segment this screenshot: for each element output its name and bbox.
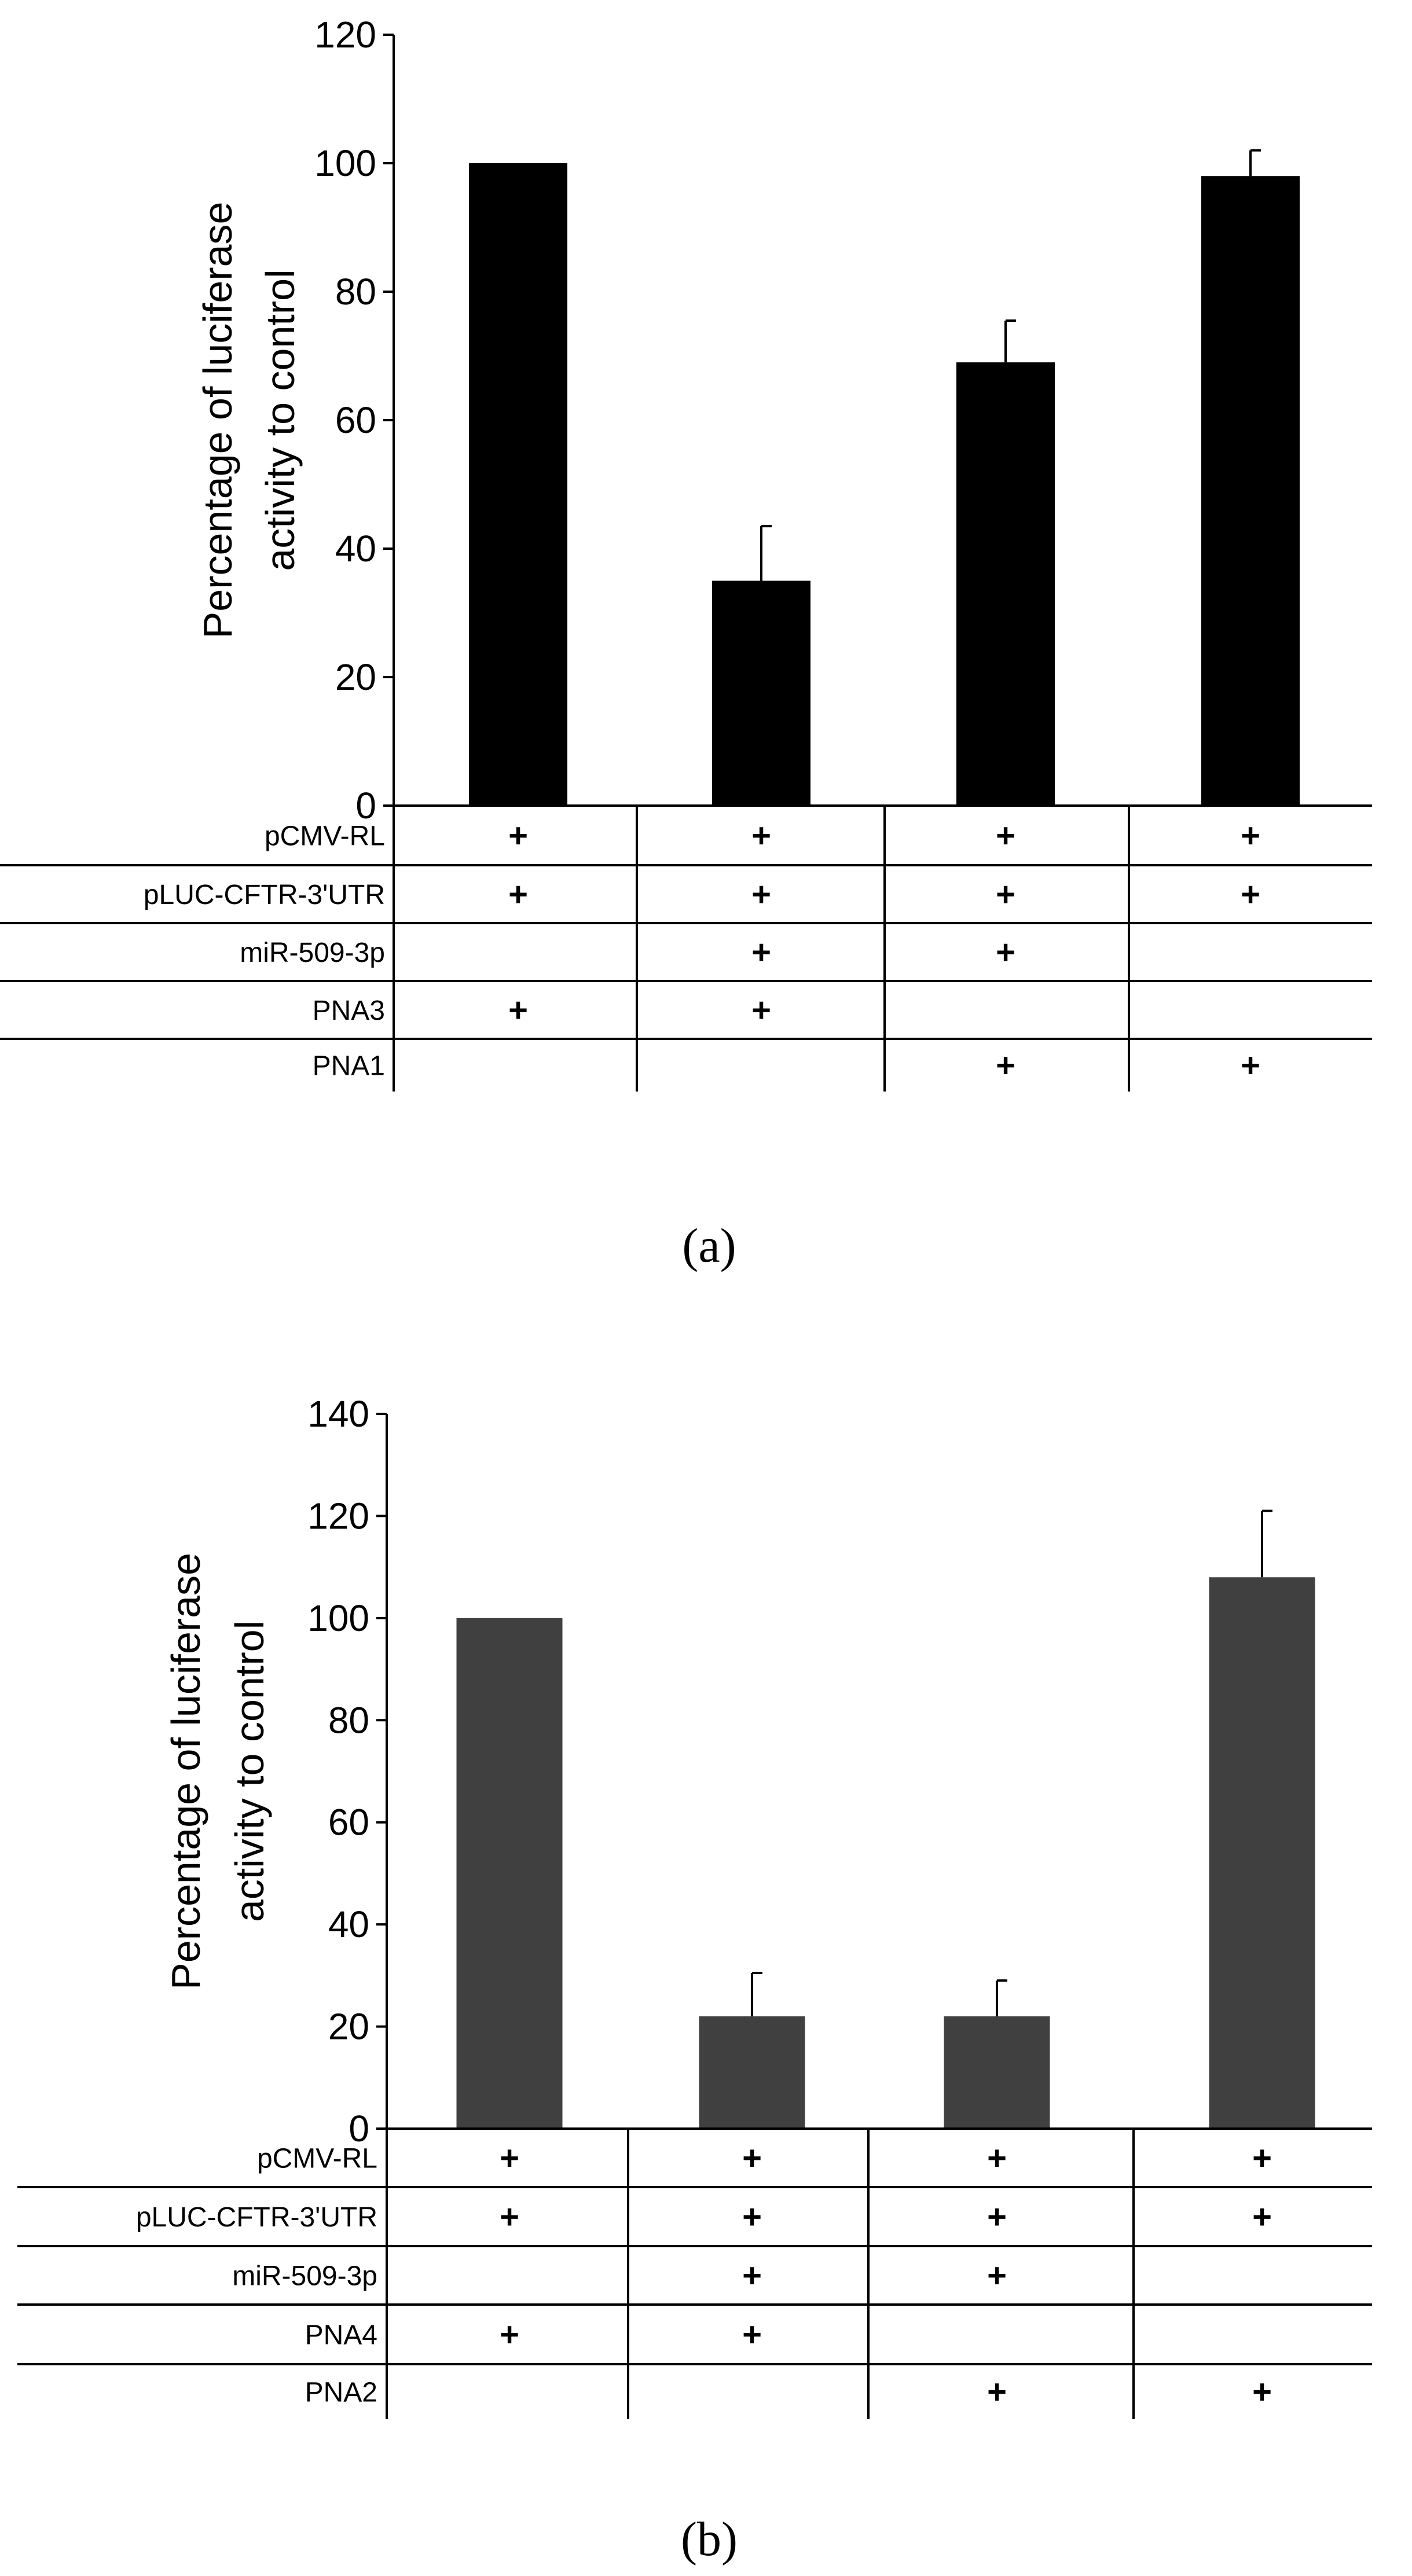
condition-table: pCMV-RL + + + + pLUC-CFTR-3'UTR + + + + miR-509-3p… [17, 2127, 1372, 2419]
table-mark: + [987, 2198, 1007, 2236]
table-mark: + [751, 876, 771, 913]
y-tick-label: 120 [314, 14, 376, 56]
condition-table: pCMV-RL + + + + pLUC-CFTR-3'UTR + + + + miR-509-3p… [0, 804, 1372, 1092]
y-tick-label: 20 [335, 656, 376, 698]
table-mark: + [987, 2373, 1007, 2411]
table-mark: + [1252, 2198, 1272, 2236]
panel-caption: (b) [681, 2512, 738, 2566]
y-tick-label: 40 [335, 528, 376, 569]
y-tick-label: 60 [328, 1802, 369, 1843]
bar [1209, 1577, 1315, 2129]
y-axis-title-line2: activity to control [227, 1620, 272, 1922]
table-row-label: pLUC-CFTR-3'UTR [144, 880, 385, 910]
table-mark: + [508, 876, 528, 913]
table-mark: + [751, 817, 771, 855]
y-axis-title-line1: Percentage of luciferase [163, 1553, 208, 1990]
table-row-label: pCMV-RL [257, 2144, 377, 2174]
panel-caption: (a) [682, 1219, 736, 1273]
chart-b: 0 20 40 60 80 100 120 140 Percentage of lucifera… [17, 1393, 1372, 2566]
table-row-label: PNA3 [313, 995, 385, 1026]
y-tick-label: 40 [328, 1903, 369, 1945]
table-row-label: miR-509-3p [240, 938, 385, 968]
table-mark: + [987, 2257, 1007, 2295]
table-mark: + [996, 876, 1015, 913]
table-mark: + [987, 2140, 1007, 2177]
table-mark: + [742, 2257, 762, 2295]
table-mark: + [1241, 1047, 1260, 1085]
y-tick-label: 60 [335, 399, 376, 441]
table-mark: + [996, 1047, 1015, 1085]
table-mark: + [500, 2198, 519, 2236]
table-mark: + [1252, 2140, 1272, 2177]
table-row-label: PNA1 [313, 1051, 385, 1082]
bar [712, 580, 810, 806]
table-mark: + [1252, 2373, 1272, 2411]
y-tick-label: 140 [307, 1393, 369, 1435]
table-row-label: miR-509-3p [232, 2261, 377, 2292]
table-mark: + [500, 2140, 519, 2177]
y-tick-label: 100 [307, 1597, 369, 1639]
table-mark: + [742, 2316, 762, 2354]
table-mark: + [508, 817, 528, 855]
bar [944, 2016, 1050, 2129]
y-tick-label: 80 [335, 271, 376, 313]
y-axis-title-line1: Percentage of luciferase [195, 202, 240, 639]
bar [956, 362, 1055, 806]
table-mark: + [751, 934, 771, 971]
table-mark: + [751, 991, 771, 1029]
table-mark: + [996, 934, 1015, 971]
y-tick-label: 0 [349, 2108, 369, 2149]
table-mark: + [508, 991, 528, 1029]
table-mark: + [1241, 817, 1260, 855]
y-tick-label: 100 [314, 142, 376, 184]
y-tick-label: 80 [328, 1699, 369, 1741]
table-row-label: PNA2 [305, 2377, 377, 2408]
bar [456, 1618, 563, 2129]
table-row-label: pCMV-RL [265, 821, 385, 852]
table-mark: + [500, 2316, 519, 2354]
table-row-label: pLUC-CFTR-3'UTR [136, 2202, 377, 2233]
y-tick-label: 0 [355, 785, 376, 826]
y-tick-label: 120 [307, 1495, 369, 1537]
bar [1201, 176, 1300, 806]
table-mark: + [742, 2198, 762, 2236]
table-mark: + [996, 817, 1015, 855]
table-mark: + [742, 2140, 762, 2177]
y-tick-label: 20 [328, 2006, 369, 2048]
y-axis-title-line2: activity to control [258, 269, 303, 571]
chart-a: 0 20 40 60 80 100 120 Percentage of luciferase a… [0, 14, 1372, 1273]
table-row-label: PNA4 [305, 2320, 377, 2351]
bar [699, 2016, 805, 2129]
table-mark: + [1241, 876, 1260, 913]
bar [469, 163, 567, 806]
